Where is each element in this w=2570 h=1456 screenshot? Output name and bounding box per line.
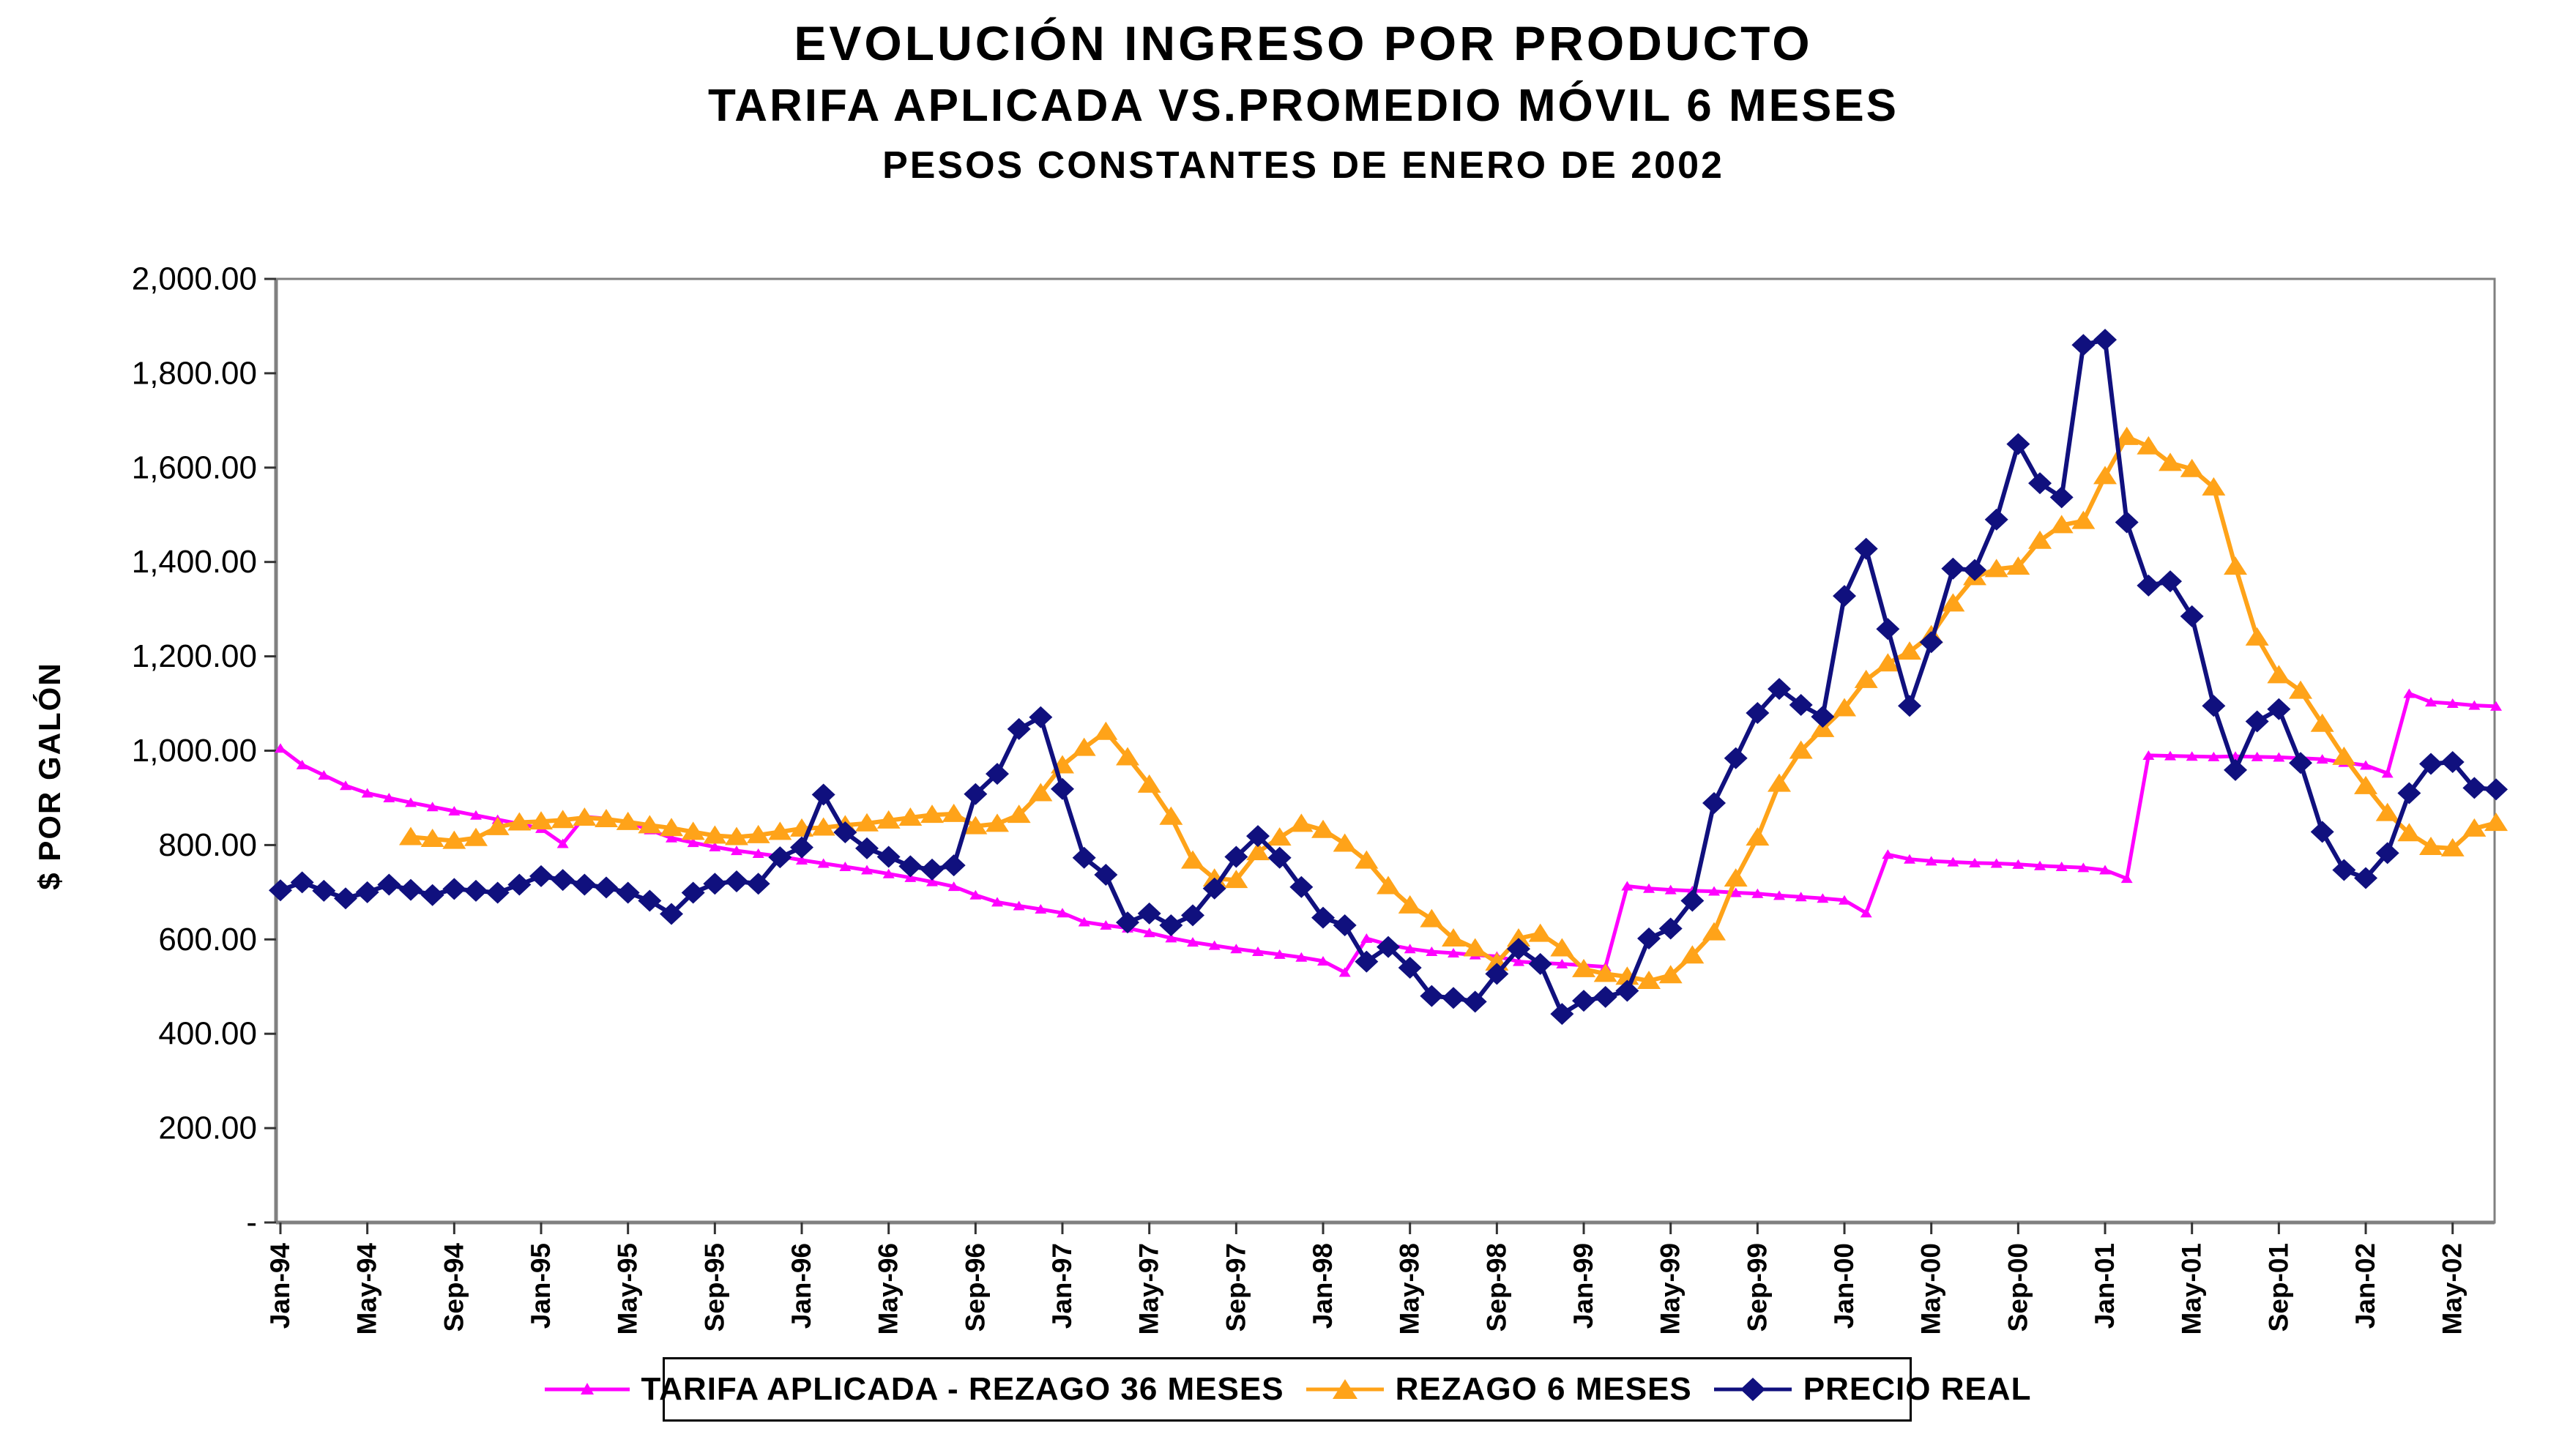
x-tick-label: Jan-00: [1829, 1243, 1859, 1329]
y-tick-label: 1,200.00: [132, 638, 257, 674]
y-tick-label: 800.00: [158, 827, 257, 863]
x-tick-label: Sep-96: [960, 1243, 990, 1332]
x-tick-label: May-01: [2177, 1243, 2207, 1334]
x-tick-label: Sep-94: [439, 1243, 469, 1332]
x-tick-label: Sep-98: [1481, 1243, 1511, 1332]
x-tick-label: May-95: [613, 1243, 643, 1334]
series-precio-real-line: [279, 337, 2497, 1017]
x-tick-label: Sep-95: [699, 1243, 729, 1332]
x-tick-label: Jan-94: [265, 1243, 295, 1329]
y-tick-label: 600.00: [158, 922, 257, 957]
series-tarifa-line: [279, 692, 2497, 974]
legend-marker-tarifa-line-icon: [544, 1383, 630, 1395]
x-tick-label: Jan-01: [2090, 1243, 2120, 1329]
x-tick-label: Jan-98: [1308, 1243, 1338, 1329]
legend-label-rezago6: REZAGO 6 MESES: [1395, 1371, 1692, 1407]
y-tick-label: 400.00: [158, 1016, 257, 1052]
x-tick-label: May-96: [874, 1243, 904, 1334]
y-tick-label: 200.00: [158, 1110, 257, 1146]
x-tick-label: Jan-97: [1047, 1243, 1077, 1329]
y-tick-label: 1,400.00: [132, 544, 257, 580]
legend-item-rezago6: REZAGO 6 MESES: [1305, 1371, 1692, 1408]
x-tick-label: May-02: [2437, 1243, 2467, 1334]
series-precio-real-markers: [269, 329, 2508, 1026]
series-tarifa-markers: [275, 688, 2503, 977]
legend-item-precio-real: PRECIO REAL: [1713, 1371, 2032, 1408]
series-rezago6-markers: [399, 426, 2508, 990]
y-tick-label: 1,600.00: [132, 449, 257, 485]
legend-marker-rezago6-line-icon: [1306, 1379, 1384, 1399]
y-tick-label: 2,000.00: [132, 261, 257, 297]
x-tick-label: May-99: [1655, 1243, 1686, 1334]
y-tick-label: 1,800.00: [132, 355, 257, 391]
x-tick-label: Jan-95: [526, 1243, 556, 1329]
legend-label-precio-real: PRECIO REAL: [1803, 1371, 2032, 1407]
series-rezago6-line: [410, 434, 2497, 983]
x-tick-label: May-00: [1916, 1243, 1946, 1334]
x-tick-label: May-94: [352, 1243, 382, 1335]
x-tick-label: Sep-01: [2263, 1243, 2293, 1332]
y-axis-title: $ POR GALÓN: [31, 662, 67, 889]
chart-title-line1: EVOLUCIÓN INGRESO POR PRODUCTO: [794, 16, 1813, 70]
legend-marker-precio-real-line-icon: [1713, 1378, 1792, 1401]
x-tick-label: Jan-02: [2350, 1243, 2380, 1329]
y-tick-label: 1,000.00: [132, 733, 257, 769]
chart-title-block: EVOLUCIÓN INGRESO POR PRODUCTO TARIFA AP…: [0, 19, 2570, 184]
legend-item-tarifa: TARIFA APLICADA - REZAGO 36 MESES: [543, 1371, 1284, 1408]
legend-label-tarifa: TARIFA APLICADA - REZAGO 36 MESES: [641, 1371, 1284, 1407]
x-tick-label: May-97: [1134, 1243, 1164, 1334]
plot-border: [275, 277, 2496, 1224]
y-tick-label: -: [246, 1205, 257, 1241]
x-tick-label: Sep-00: [2003, 1243, 2033, 1332]
x-tick-label: Sep-97: [1221, 1243, 1251, 1332]
chart-title-line2: TARIFA APLICADA VS.PROMEDIO MÓVIL 6 MESE…: [707, 81, 1899, 131]
x-tick-label: May-98: [1395, 1243, 1425, 1334]
chart-legend: TARIFA APLICADA - REZAGO 36 MESES REZAGO…: [544, 1357, 2030, 1422]
chart-title-line3: PESOS CONSTANTES DE ENERO DE 2002: [882, 144, 1724, 187]
x-tick-label: Sep-99: [1742, 1243, 1772, 1332]
x-tick-label: Jan-96: [786, 1243, 816, 1329]
x-tick-label: Jan-99: [1568, 1243, 1598, 1329]
